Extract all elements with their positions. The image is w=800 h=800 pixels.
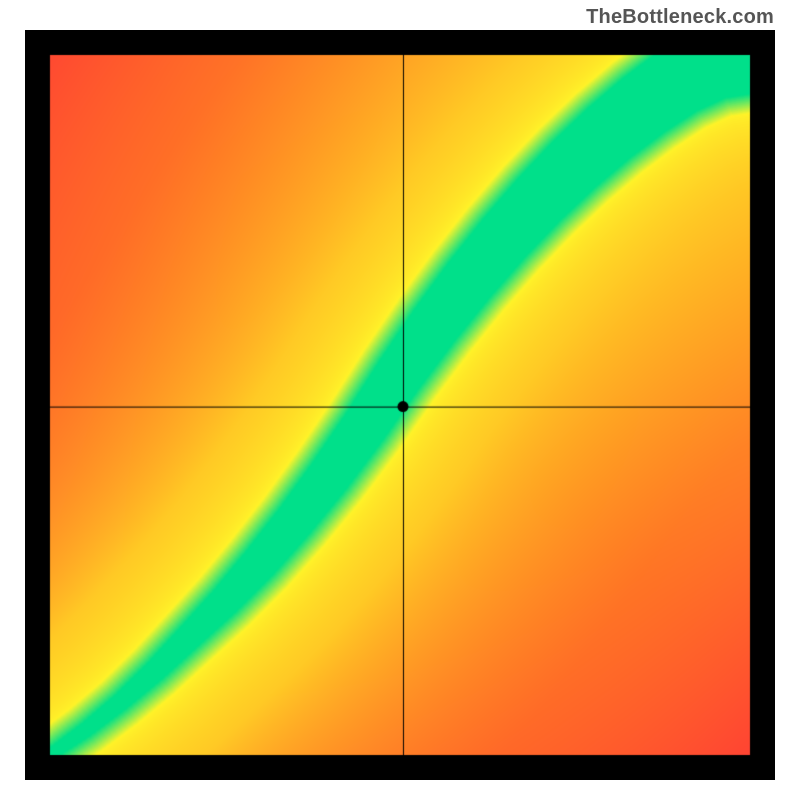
attribution-text: TheBottleneck.com bbox=[586, 6, 774, 29]
bottleneck-heatmap bbox=[25, 30, 775, 780]
chart-container: TheBottleneck.com bbox=[0, 0, 800, 800]
